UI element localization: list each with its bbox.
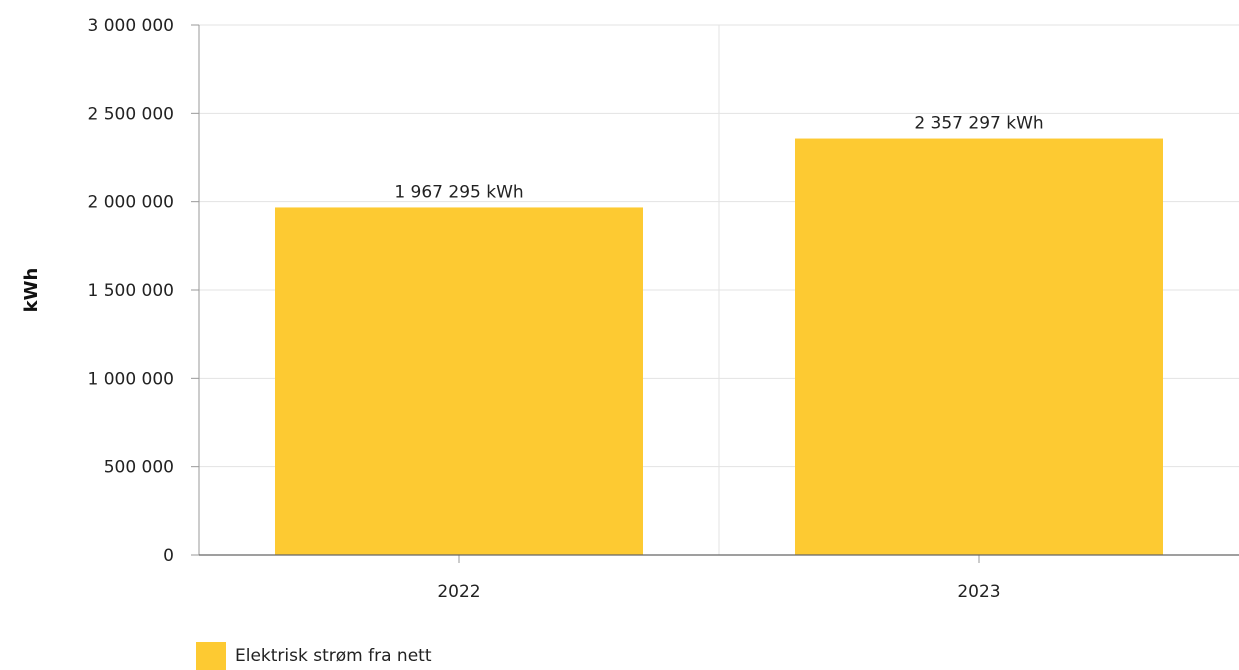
y-tick-label: 3 000 000 <box>87 16 174 36</box>
y-tick-label: 1 000 000 <box>87 369 174 389</box>
legend-label: Elektrisk strøm fra nett <box>235 646 432 666</box>
x-tick-label-2022: 2022 <box>437 582 480 602</box>
bar-2022 <box>275 207 643 555</box>
y-tick-label: 1 500 000 <box>87 281 174 301</box>
y-tick-label: 2 500 000 <box>87 104 174 124</box>
bar-2023 <box>795 138 1163 555</box>
y-tick-label: 500 000 <box>104 458 174 478</box>
x-tick-label-2023: 2023 <box>957 582 1000 602</box>
y-axis-title: kWh <box>21 268 42 313</box>
y-tick-label: 0 <box>163 546 174 566</box>
y-tick-label: 2 000 000 <box>87 193 174 213</box>
y-tick-labels: 0 500 000 1 000 000 1 500 000 2 000 000 2 500… <box>87 16 174 566</box>
x-tick-labels: 2022 2023 <box>437 582 1000 602</box>
bar-chart: 0 500 000 1 000 000 1 500 000 2 000 000 2 500… <box>21 16 1239 602</box>
legend-swatch <box>196 642 226 670</box>
data-label-2022: 1 967 295 kWh <box>394 182 523 202</box>
axes <box>191 24 1239 563</box>
bars <box>275 138 1163 555</box>
legend: Elektrisk strøm fra nett <box>196 642 432 670</box>
data-label-2023: 2 357 297 kWh <box>914 114 1043 134</box>
data-labels: 1 967 295 kWh 2 357 297 kWh <box>394 114 1043 203</box>
